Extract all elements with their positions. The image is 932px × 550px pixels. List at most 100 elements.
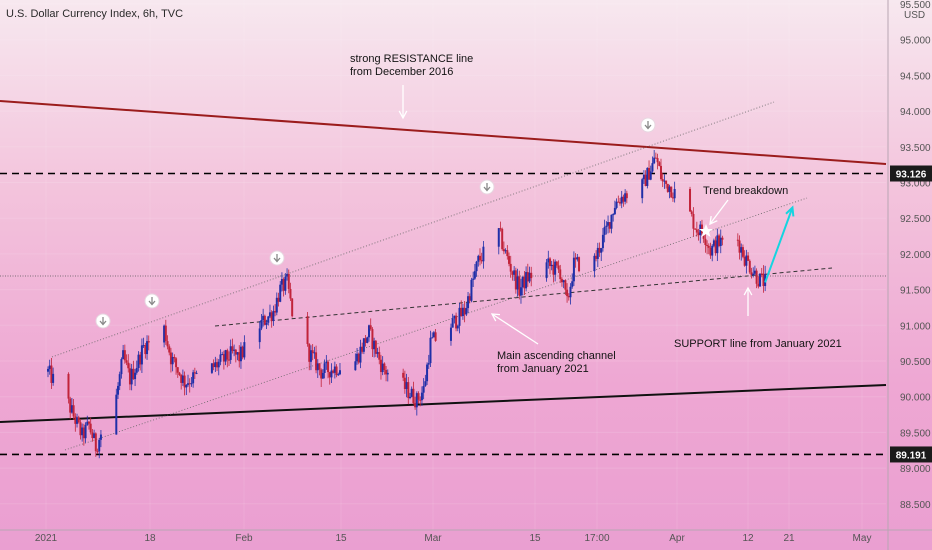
candle-body — [163, 325, 166, 343]
candle-body — [453, 315, 456, 319]
candle-body — [140, 345, 143, 365]
candle-body — [528, 272, 531, 282]
candle-body — [306, 316, 309, 344]
y-tick-label: 95.500 — [900, 0, 931, 11]
candle-body — [572, 257, 575, 282]
candle-body — [258, 328, 261, 343]
candle-body — [226, 350, 229, 360]
candle-body — [673, 188, 676, 199]
candle-body — [176, 367, 179, 373]
candle-body — [291, 298, 294, 317]
candle-body — [282, 279, 285, 291]
candle-body — [405, 382, 408, 390]
candle-body — [429, 337, 432, 364]
candle-body — [460, 307, 463, 317]
candle-body — [193, 372, 196, 374]
candle-body — [603, 226, 606, 235]
x-tick-label: 18 — [144, 533, 156, 544]
candle-body — [617, 201, 620, 203]
breakdown-pointer-arrow-shaft — [709, 199, 729, 225]
candle-body — [501, 228, 504, 250]
candle-body — [74, 416, 77, 424]
candle-body — [706, 245, 709, 247]
channel-lower-line — [64, 197, 808, 451]
candle-body — [96, 451, 99, 453]
candle-body — [716, 235, 719, 254]
candle-body — [47, 368, 49, 372]
pivot-down-marker — [269, 250, 285, 266]
candle-body — [48, 365, 51, 369]
candle-body — [694, 228, 697, 230]
candle-body — [330, 370, 333, 378]
candle-body — [514, 270, 517, 290]
x-tick-label: 21 — [783, 533, 795, 544]
candle-body — [412, 388, 415, 404]
candle-body — [175, 358, 178, 368]
candle-body — [458, 307, 461, 326]
candle-body — [332, 370, 335, 373]
candle-body — [555, 261, 558, 266]
y-tick-label: 90.000 — [900, 393, 931, 404]
x-tick-label: 17:00 — [584, 533, 609, 544]
candle-body — [362, 338, 365, 352]
candle-body — [315, 352, 318, 371]
channel-pointer-arrow-shaft — [491, 313, 539, 345]
candle-body — [552, 264, 555, 275]
pivot-marker-arrow — [273, 254, 281, 263]
candle-body — [357, 353, 360, 363]
candle-body — [654, 157, 657, 159]
candle-body — [280, 279, 283, 285]
candle-body — [712, 240, 715, 246]
candle-body — [381, 363, 384, 373]
candle-body — [415, 393, 418, 408]
candle-body — [132, 368, 135, 380]
candle-body — [216, 362, 219, 368]
x-tick-label: 15 — [529, 533, 541, 544]
candle-body — [424, 381, 427, 387]
candle-body — [236, 352, 239, 355]
candle-body — [420, 392, 423, 401]
candle-body — [659, 165, 662, 180]
candle-body — [743, 256, 746, 266]
candle-body — [608, 222, 611, 229]
candle-body — [480, 260, 483, 262]
candle-body — [263, 315, 266, 325]
candle-body — [84, 424, 87, 439]
candle-body — [361, 346, 364, 352]
candle-body — [651, 163, 654, 172]
x-tick-label: 2021 — [35, 533, 58, 544]
candle-body — [318, 363, 321, 370]
candle-body — [656, 158, 659, 163]
candle-body — [227, 359, 230, 361]
candle-body — [118, 374, 121, 386]
candle-body — [120, 359, 123, 375]
candle-body — [359, 346, 362, 363]
candle-body — [449, 327, 452, 341]
candle-body — [313, 352, 316, 354]
x-tick-label: 15 — [335, 533, 347, 544]
candle-body — [690, 211, 693, 214]
breakdown-star — [699, 224, 713, 237]
candle-body — [526, 272, 529, 282]
candle-body — [243, 342, 246, 358]
support-pointer-arrow — [743, 286, 753, 316]
candle-body — [117, 385, 120, 395]
projection-arrowhead — [785, 205, 795, 217]
candle-body — [709, 247, 712, 256]
candle-body — [578, 257, 581, 272]
candle-body — [463, 307, 466, 315]
candle-body — [525, 272, 528, 289]
candle-body — [521, 276, 524, 288]
candle-body — [748, 260, 751, 273]
candle-body — [325, 361, 328, 364]
candle-body — [147, 341, 150, 343]
candle-body — [719, 237, 722, 246]
candle-body — [625, 193, 628, 199]
candle-body — [369, 325, 372, 330]
candle-body — [658, 162, 661, 166]
y-tick-label: 94.000 — [900, 107, 931, 118]
channel-label-line2: from January 2021 — [497, 363, 589, 375]
candle-body — [229, 346, 232, 360]
